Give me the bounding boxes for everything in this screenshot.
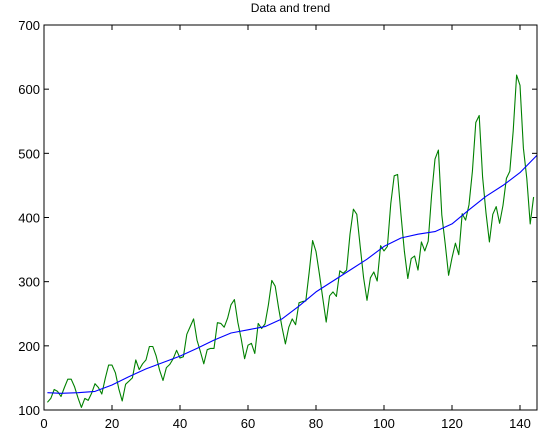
- y-tick-label: 700: [18, 18, 40, 33]
- chart-title: Data and trend: [250, 1, 331, 15]
- x-tick-label: 40: [173, 416, 187, 431]
- x-tick-label: 60: [241, 416, 255, 431]
- x-tick-label: 80: [309, 416, 323, 431]
- y-tick-label: 100: [18, 403, 40, 418]
- data-series-line: [46, 74, 535, 408]
- y-tick-label: 300: [18, 275, 40, 290]
- x-tick-label: 100: [373, 416, 395, 431]
- axis-ticks: 0 20 40 60 80 100 120 140 100 200 300 400 500 600 700: [18, 18, 537, 431]
- trend-line: [47, 154, 538, 394]
- x-tick-label: 20: [105, 416, 119, 431]
- x-tick-label: 120: [441, 416, 463, 431]
- y-tick-label: 200: [18, 339, 40, 354]
- y-tick-label: 600: [18, 82, 40, 97]
- chart-series: [46, 74, 538, 408]
- plot-frame: [43, 24, 538, 411]
- y-tick-label: 400: [18, 211, 40, 226]
- y-tick-label: 500: [18, 146, 40, 161]
- x-tick-label: 140: [509, 416, 531, 431]
- x-tick-label: 0: [40, 416, 47, 431]
